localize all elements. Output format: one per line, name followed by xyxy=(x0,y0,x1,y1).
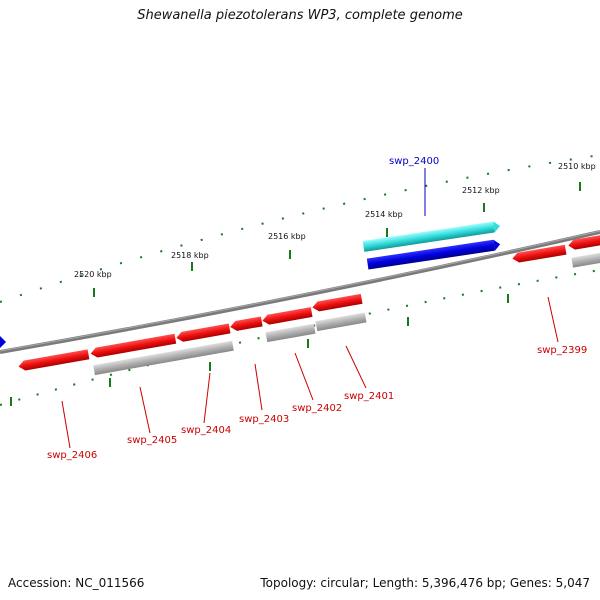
gene-swp_2405[interactable] xyxy=(90,333,177,359)
label-swp_2406[interactable]: swp_2406 xyxy=(47,450,97,461)
cds-swp_2402[interactable] xyxy=(265,323,316,343)
label-swp_2404[interactable]: swp_2404 xyxy=(181,425,231,436)
label-swp_2401[interactable]: swp_2401 xyxy=(344,391,394,402)
cds-swp_2401[interactable] xyxy=(315,312,367,332)
gene-swp_2403[interactable] xyxy=(229,316,263,331)
label-leaders xyxy=(61,168,559,449)
scale-label-2510: 2510 kbp xyxy=(558,162,596,171)
gene-swp_2402[interactable] xyxy=(262,307,313,326)
scale-track-outer xyxy=(0,154,600,303)
gene-swp_2399[interactable] xyxy=(512,244,567,264)
gene-right-edge[interactable] xyxy=(567,234,600,251)
gene-swp_2401[interactable] xyxy=(312,293,363,313)
major-ticks-outer xyxy=(93,182,581,297)
cds-swp_2405-2404[interactable] xyxy=(93,340,234,376)
scale-label-2514: 2514 kbp xyxy=(365,210,403,219)
gene-swp_2404[interactable] xyxy=(176,323,231,343)
map-title: Shewanella piezotolerans WP3, complete g… xyxy=(137,8,463,23)
label-swp_2403[interactable]: swp_2403 xyxy=(239,414,289,425)
label-swp_2400[interactable]: swp_2400 xyxy=(389,156,439,167)
label-swp_2405[interactable]: swp_2405 xyxy=(127,435,177,446)
scale-label-2516: 2516 kbp xyxy=(268,232,306,241)
genome-backbone xyxy=(0,230,600,354)
scale-label-2520: 2520 kbp xyxy=(74,270,112,279)
gene-swp_2406[interactable] xyxy=(18,349,90,371)
genome-summary-text: Topology: circular; Length: 5,396,476 bp… xyxy=(260,576,590,590)
major-ticks-inner xyxy=(10,294,509,406)
cds-swp_2399[interactable] xyxy=(571,252,600,268)
gene-swp_2400-selected[interactable] xyxy=(362,221,501,252)
label-swp_2399[interactable]: swp_2399 xyxy=(537,345,587,356)
label-swp_2402[interactable]: swp_2402 xyxy=(292,403,342,414)
gene-swp_2400[interactable] xyxy=(366,239,501,270)
scale-label-2518: 2518 kbp xyxy=(171,251,209,260)
gene-left-edge[interactable] xyxy=(0,336,6,348)
accession-text: Accession: NC_011566 xyxy=(8,576,145,590)
scale-label-2512: 2512 kbp xyxy=(462,186,500,195)
